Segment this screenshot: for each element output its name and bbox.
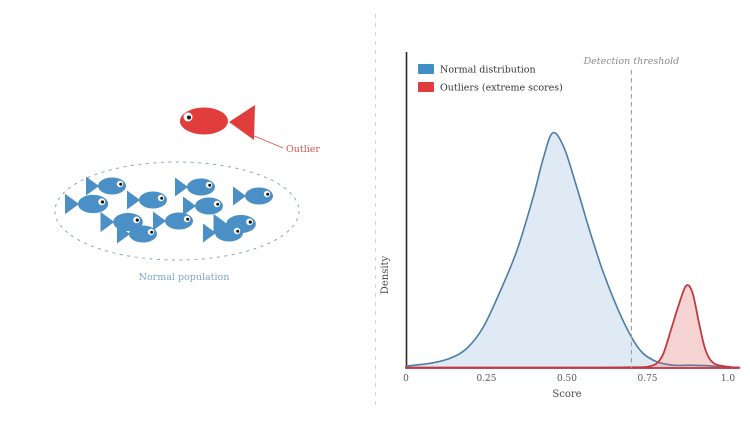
population-ellipse xyxy=(54,161,300,261)
outlier-leader-line xyxy=(251,134,284,149)
fish xyxy=(127,190,167,210)
y-axis-label: Density xyxy=(380,255,391,294)
fish-illustration: Outlier Normal population xyxy=(54,105,320,283)
x-axis-label: Score xyxy=(552,389,581,400)
fish xyxy=(65,193,109,215)
fish xyxy=(183,196,223,216)
legend-label-outliers: Outliers (extreme scores) xyxy=(440,83,563,94)
population-label: Normal population xyxy=(139,272,230,283)
fish xyxy=(203,223,243,243)
fish xyxy=(233,186,273,206)
fish xyxy=(175,177,215,197)
outlier-fish-body xyxy=(180,107,228,135)
density-chart: Detection threshold Normal distribution … xyxy=(380,52,741,400)
x-tick-label: 0.25 xyxy=(476,374,496,384)
fish xyxy=(153,211,193,231)
outlier-fish xyxy=(180,105,255,140)
outlier-fish-pupil xyxy=(187,115,191,120)
legend-swatch-outliers xyxy=(418,82,434,92)
x-tick-label: 0.50 xyxy=(557,374,577,384)
x-tick-label: 0.75 xyxy=(637,374,657,384)
legend-swatch-normal xyxy=(418,64,434,74)
outlier-fish-tail xyxy=(229,105,255,140)
legend-label-normal: Normal distribution xyxy=(440,65,536,76)
outlier-label: Outlier xyxy=(286,144,320,155)
fish xyxy=(86,176,126,196)
x-tick-label: 0 xyxy=(403,374,409,384)
panel-divider xyxy=(375,14,376,410)
threshold-label: Detection threshold xyxy=(583,56,680,67)
x-tick-label: 1.0 xyxy=(721,374,736,384)
outlier-distribution-curve xyxy=(405,284,741,369)
normal-distribution-curve xyxy=(405,131,739,369)
